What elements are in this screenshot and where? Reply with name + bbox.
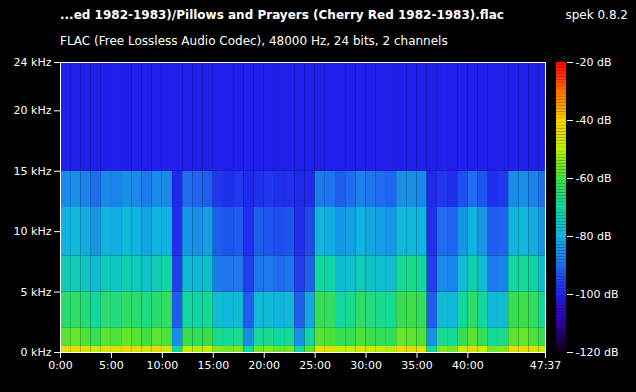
svg-text:20:00: 20:00 — [248, 359, 280, 372]
svg-text:30:00: 30:00 — [350, 359, 382, 372]
html-text:spek 0.8.2: spek 0.8.2 — [565, 8, 628, 22]
svg-text:10 kHz: 10 kHz — [14, 225, 52, 238]
svg-text:10:00: 10:00 — [147, 359, 179, 372]
svg-text:0 kHz: 0 kHz — [21, 346, 52, 359]
svg-text:15:00: 15:00 — [197, 359, 229, 372]
svg-text:20 kHz: 20 kHz — [14, 104, 52, 117]
svg-text:-100 dB: -100 dB — [576, 288, 619, 301]
svg-text:15 kHz: 15 kHz — [14, 165, 52, 178]
svg-text:0:00: 0:00 — [48, 359, 73, 372]
svg-text:24 kHz: 24 kHz — [14, 56, 52, 69]
svg-text:40:00: 40:00 — [452, 359, 484, 372]
svg-text:-20 dB: -20 dB — [576, 56, 612, 69]
html-text:...ed 1982-1983)/Pillows and P: ...ed 1982-1983)/Pillows and Prayers (Ch… — [60, 8, 504, 22]
svg-text:35:00: 35:00 — [401, 359, 433, 372]
svg-text:5:00: 5:00 — [99, 359, 124, 372]
svg-text:25:00: 25:00 — [299, 359, 331, 372]
html-text:FLAC (Free Lossless Audio Code: FLAC (Free Lossless Audio Codec), 48000 … — [60, 34, 448, 48]
svg-text:-40 dB: -40 dB — [576, 114, 612, 127]
svg-text:5 kHz: 5 kHz — [21, 286, 52, 299]
svg-text:-80 dB: -80 dB — [576, 230, 612, 243]
svg-text:-120 dB: -120 dB — [576, 346, 619, 359]
svg-text:-60 dB: -60 dB — [576, 172, 612, 185]
svg-text:47:37: 47:37 — [530, 359, 562, 372]
